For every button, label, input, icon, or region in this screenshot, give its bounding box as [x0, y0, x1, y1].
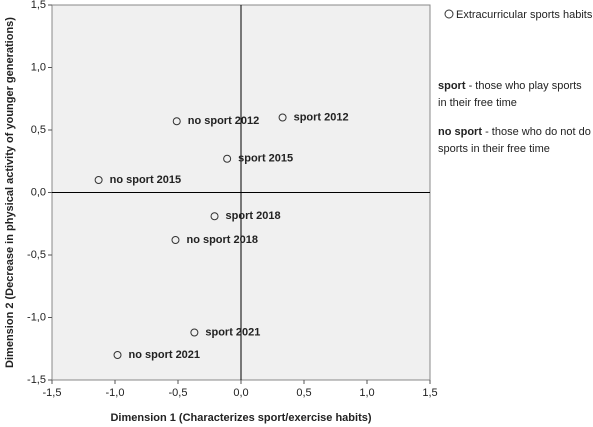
point-label: sport 2018 — [226, 210, 281, 222]
point — [190, 328, 199, 337]
x-tick-label: 0,0 — [233, 387, 248, 399]
x-tick-label: -0,5 — [169, 387, 188, 399]
y-tick-label: 1,0 — [31, 61, 46, 73]
x-tick-label: 0,5 — [296, 387, 311, 399]
y-tick-label: -0,5 — [27, 249, 46, 261]
point-label: sport 2012 — [294, 111, 349, 123]
annotation-text: - those who do not do sports in their fr… — [438, 126, 591, 155]
legend-marker — [444, 9, 454, 19]
x-tick-label: 1,5 — [422, 387, 437, 399]
point-label: sport 2015 — [238, 153, 293, 165]
legend-label: Extracurricular sports habits — [456, 9, 593, 21]
y-tick-label: -1,0 — [27, 311, 46, 323]
annotation-term: sport — [438, 80, 466, 92]
x-tick-label: -1,0 — [106, 387, 125, 399]
annotation-term: no sport — [438, 126, 482, 138]
x-axis-title: Dimension 1 (Characterizes sport/exercis… — [110, 412, 371, 424]
x-tick-label: 1,0 — [359, 387, 374, 399]
point — [223, 154, 232, 163]
y-axis-title: Dimension 2 (Decrease in physical activi… — [4, 17, 16, 368]
point — [172, 117, 181, 126]
y-tick-label: 0,5 — [31, 124, 46, 136]
point — [113, 351, 122, 359]
annotation: sport - those who play sports in their f… — [438, 78, 593, 112]
point — [171, 236, 180, 244]
point-label: sport 2021 — [205, 326, 260, 338]
annotation: no sport - those who do not do sports in… — [438, 124, 593, 158]
annotation-text: - those who play sports in their free ti… — [438, 80, 582, 109]
point — [278, 113, 287, 122]
point-label: no sport 2018 — [186, 234, 258, 246]
point — [94, 176, 103, 184]
point-label: no sport 2021 — [129, 349, 201, 361]
point — [210, 212, 219, 221]
point-label: no sport 2012 — [188, 115, 260, 127]
point-label: no sport 2015 — [110, 174, 182, 186]
y-tick-label: 0,0 — [31, 186, 46, 198]
x-tick-label: -1,5 — [43, 387, 62, 399]
y-tick-label: 1,5 — [31, 0, 46, 11]
y-tick-label: -1,5 — [27, 374, 46, 386]
